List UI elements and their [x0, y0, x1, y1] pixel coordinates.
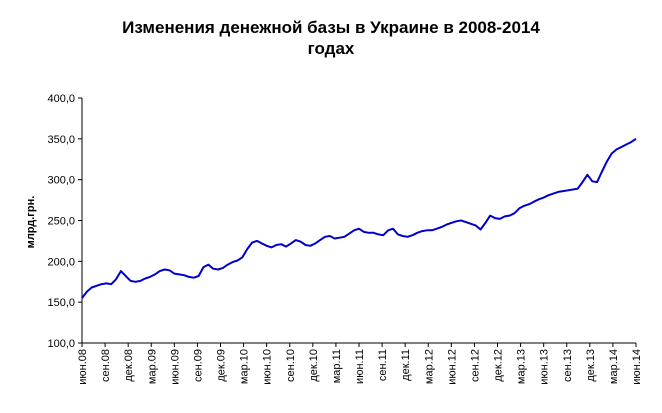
x-tick-label: дек.09 [216, 349, 228, 382]
x-tick-label: июн.11 [354, 349, 366, 384]
y-tick-label: 150,0 [47, 297, 75, 309]
x-tick-label: июн.08 [77, 349, 89, 385]
chart-title-line1: Изменения денежной базы в Украине в 2008… [122, 18, 540, 37]
y-tick-label: 200,0 [47, 256, 75, 268]
x-tick-label: мар.12 [423, 349, 435, 384]
x-tick-label: сен.13 [562, 349, 574, 382]
x-tick-label: июн.13 [539, 349, 551, 385]
x-tick-label: июн.10 [262, 349, 274, 385]
x-tick-label: июн.12 [446, 349, 458, 385]
y-tick-label: 350,0 [47, 134, 75, 146]
x-tick-label: июн.14 [631, 349, 643, 385]
y-axis-label: млрд.грн. [25, 196, 37, 249]
x-tick-label: дек.10 [308, 349, 320, 382]
series-line [81, 137, 637, 299]
x-tick-label: дек.12 [493, 349, 505, 382]
x-tick-label: мар.13 [516, 349, 528, 384]
chart-title-line2: годах [307, 39, 355, 58]
x-tick-label: дек.13 [585, 349, 597, 382]
x-tick-label: дек.11 [400, 349, 412, 381]
chart-title: Изменения денежной базы в Украине в 2008… [0, 17, 662, 59]
x-tick-label: дек.08 [123, 349, 135, 382]
x-tick-label: сен.12 [469, 349, 481, 382]
x-tick-label: мар.11 [331, 349, 343, 383]
x-tick-label: сен.08 [100, 349, 112, 382]
x-tick-label: июн.09 [169, 349, 181, 385]
x-tick-label: мар.10 [239, 349, 251, 384]
x-tick-label: мар.09 [146, 349, 158, 384]
x-tick-label: мар.14 [608, 349, 620, 384]
y-tick-label: 100,0 [47, 338, 75, 350]
x-tick-label: сен.10 [285, 349, 297, 382]
y-tick-label: 250,0 [47, 216, 75, 228]
x-tick-label: сен.09 [192, 349, 204, 382]
y-tick-label: 400,0 [47, 93, 75, 105]
y-tick-label: 300,0 [47, 175, 75, 187]
x-tick-label: сен.11 [377, 349, 389, 381]
